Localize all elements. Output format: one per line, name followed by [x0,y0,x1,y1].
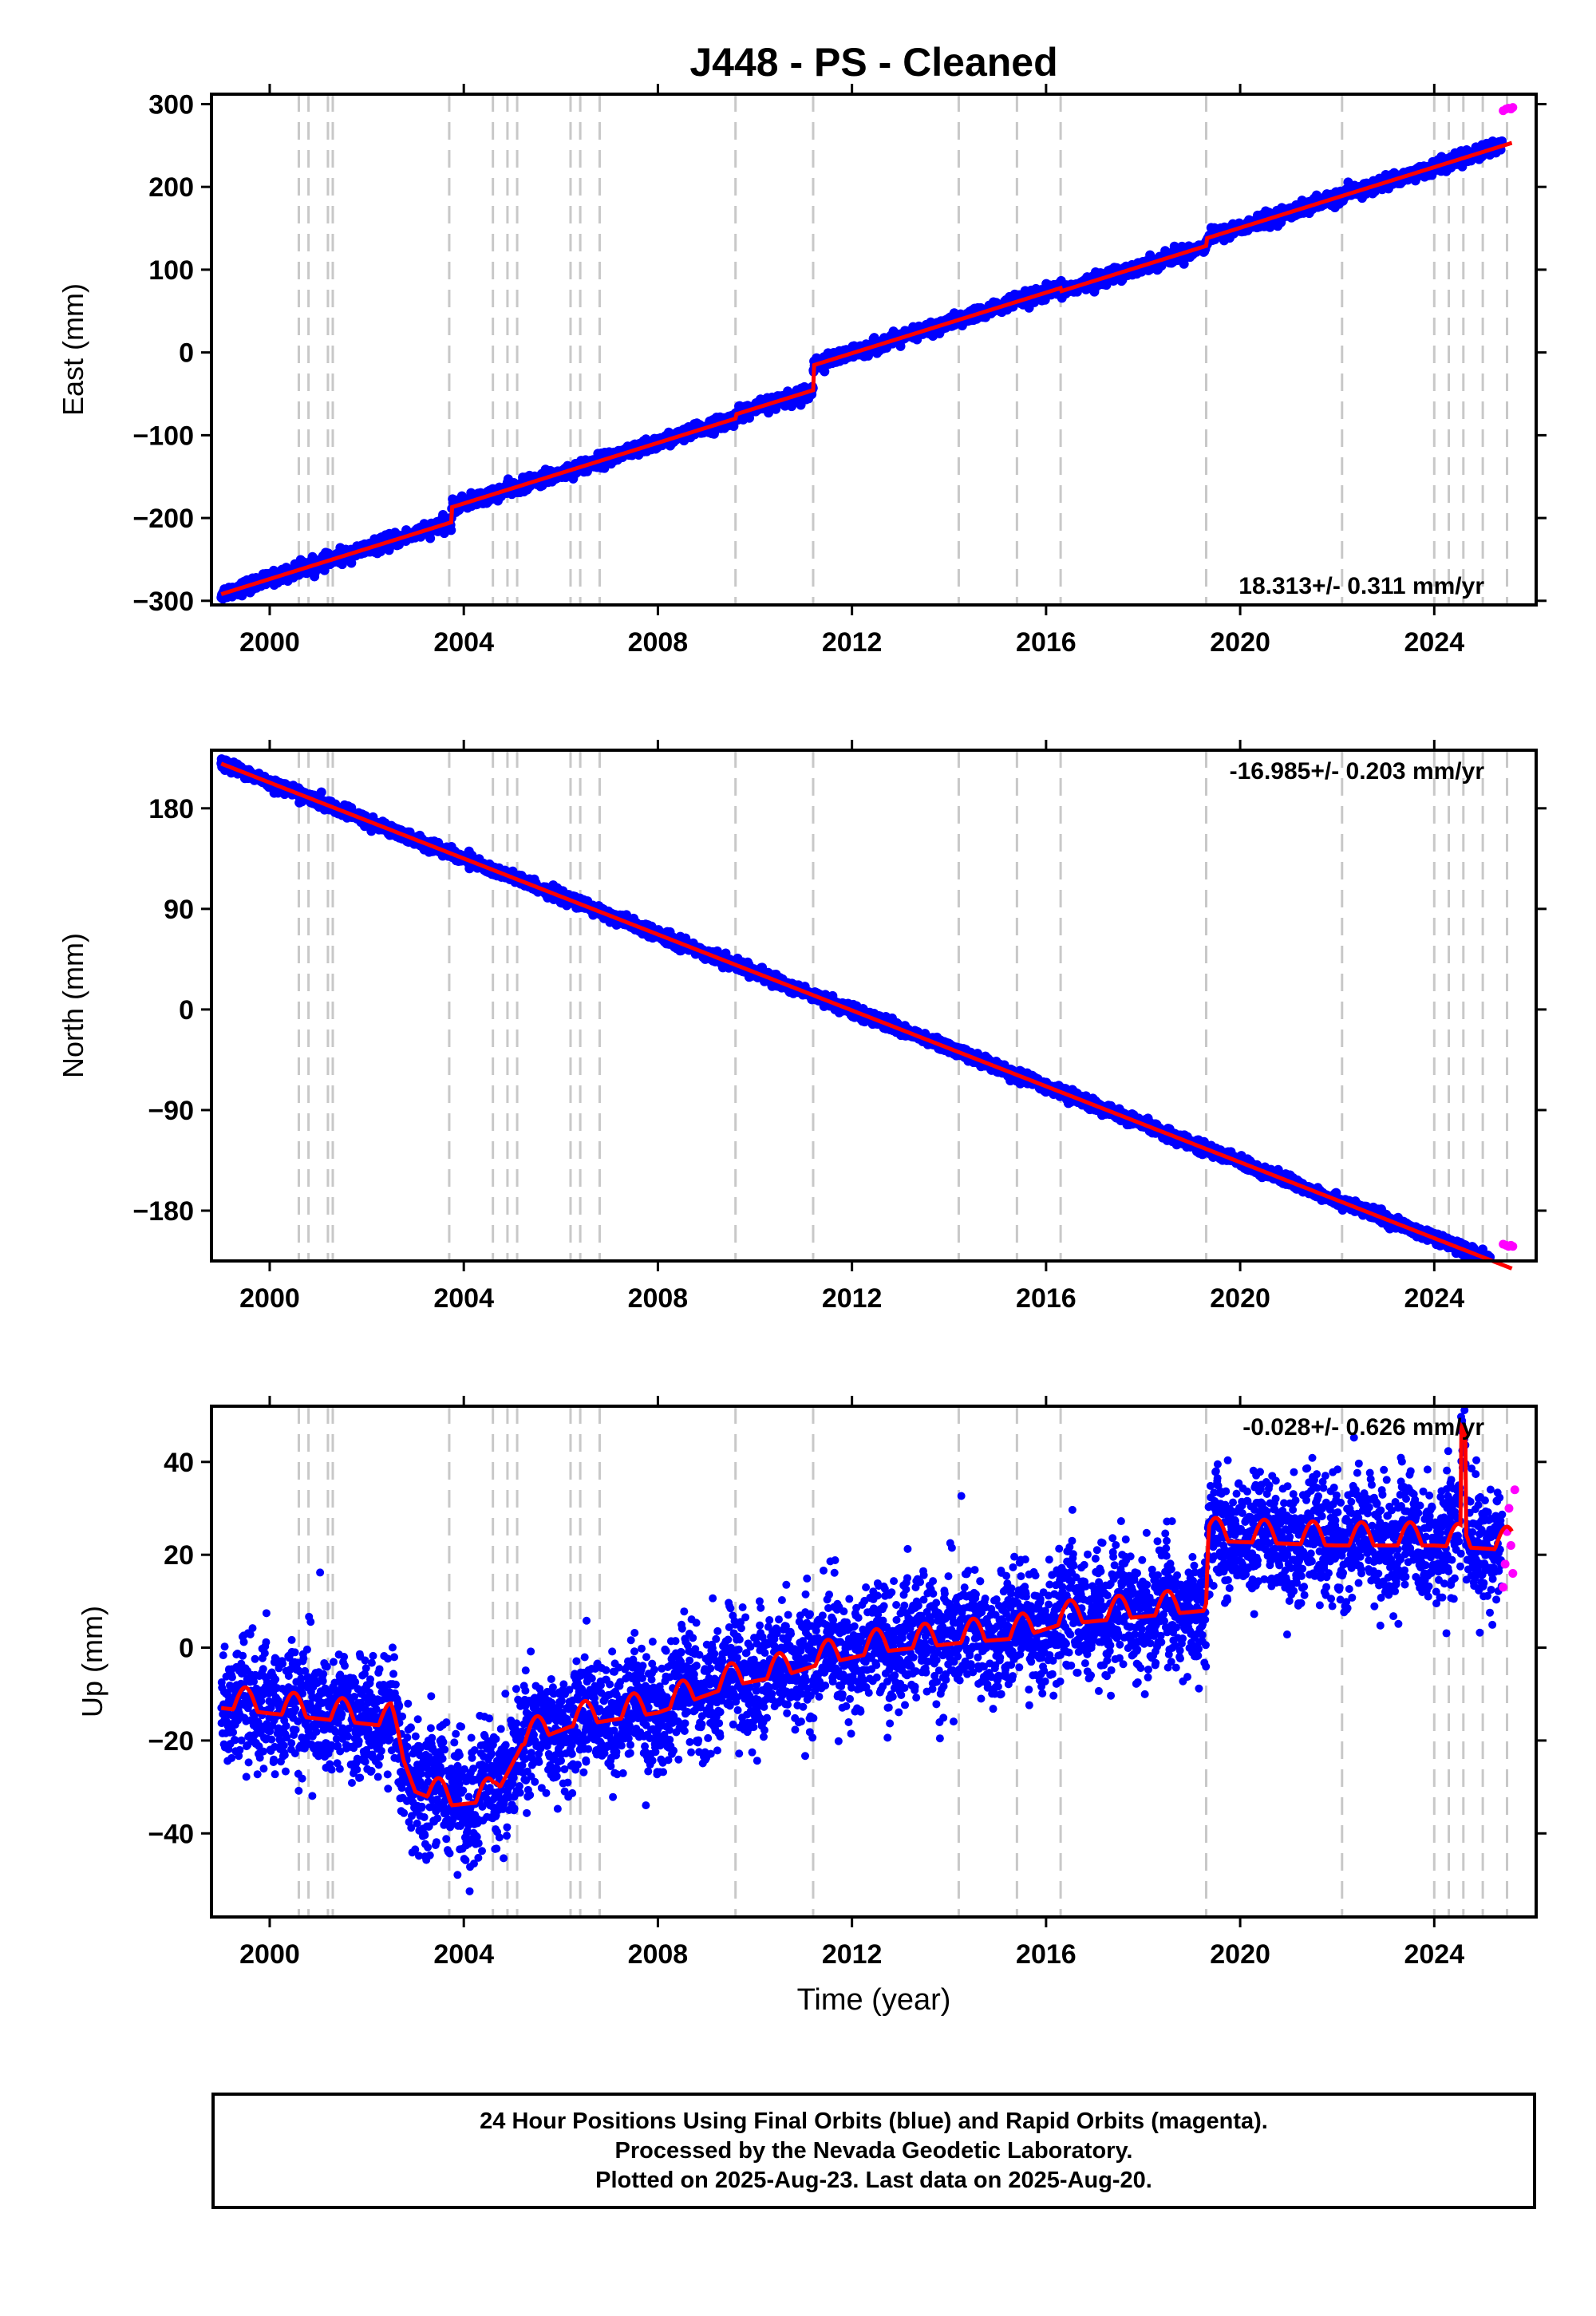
data-point [446,525,456,536]
data-point [316,787,326,797]
x-tick-label: 2008 [628,627,689,658]
x-tick-label: 2000 [239,627,300,658]
panel-north: 2000 2004 2008 2012 2016 2020 2024−180−9009018… [57,740,1547,1314]
y-tick-label: 0 [179,338,194,369]
y-tick-label: −300 [132,587,194,617]
chart-title: J448 - PS - Cleaned [689,40,1057,85]
x-tick-label: 2020 [1210,627,1270,658]
rate-label: 18.313+/- 0.311 mm/yr [1238,573,1484,599]
y-tick-label: 100 [148,255,194,286]
y-tick-label: 200 [148,172,194,203]
x-tick-label: 2016 [1016,627,1077,658]
x-tick-label: 2012 [822,627,883,658]
panel-east: 2000 2004 2008 2012 2016 2020 2024−300−200−100… [57,84,1547,658]
rapid-point [1508,103,1518,113]
y-axis-label: East (mm) [57,283,89,416]
data-point [425,533,436,543]
y-tick-label: −100 [132,421,194,451]
x-tick-label: 2024 [1404,627,1464,658]
plot-area [211,750,1536,1261]
y-tick-label: −200 [132,504,194,534]
x-tick-label: 2004 [433,627,494,658]
y-tick-label: 300 [148,89,194,120]
